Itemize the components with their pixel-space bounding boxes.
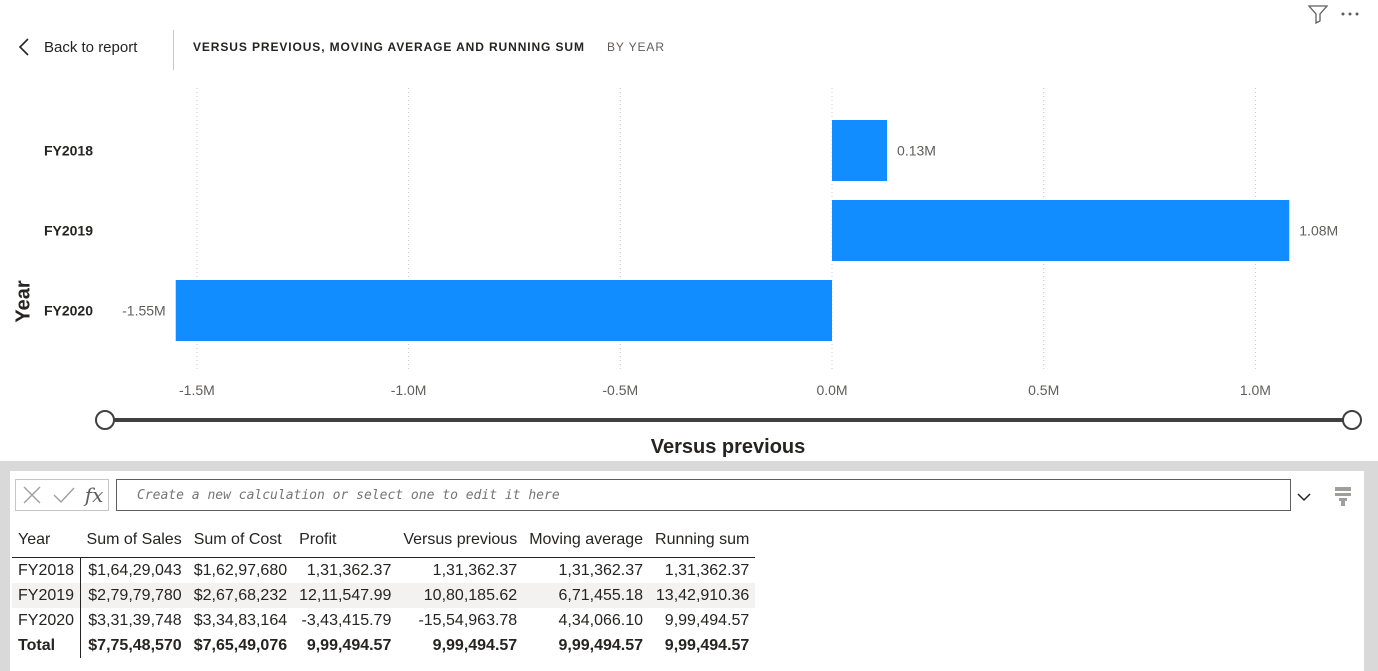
table-cell: 1,31,362.37 [558,561,644,579]
table-header-row: Year Sum of Sales Sum of Cost Profit Ver… [12,527,756,558]
page-subtitle: BY YEAR [607,40,665,54]
table-cell: 9,99,494.57 [664,611,750,629]
formula-buttons: fx [15,479,109,511]
table-row: FY2018 $1,64,29,043 $1,62,97,680 1,31,36… [12,557,755,583]
table-row: FY2020 $3,31,39,748 $3,34,83,164 -3,43,4… [12,608,755,633]
table-cell: $1,64,29,043 [88,561,182,579]
table-cell: 9,99,494.57 [432,636,518,654]
x-tick-label: 1.0M [1240,382,1271,398]
table-cell: $2,79,79,780 [88,586,182,604]
y-tick-label: FY2020 [44,303,93,319]
table-cell: 1,31,362.37 [432,561,518,579]
y-tick-label: FY2019 [44,223,93,239]
x-tick-label: 0.0M [816,382,847,398]
table-cell: 1,31,362.37 [306,561,392,579]
data-table: Year Sum of Sales Sum of Cost Profit Ver… [12,527,756,658]
table-total-row: Total $7,75,48,570 $7,65,49,076 9,99,494… [12,633,755,658]
calculation-panel-content: fx Year Sum of Sales Sum of Cost Profit … [10,471,1364,671]
table-cell: $3,31,39,748 [88,611,182,629]
table-cell: 10,80,185.62 [423,586,518,604]
column-header-profit[interactable]: Profit [299,531,337,548]
table-cell: $2,67,68,232 [193,586,288,604]
bar [175,280,833,341]
table-cell: -15,54,963.78 [418,611,518,629]
visual-header-icons [1308,4,1360,24]
y-axis-title: Year [12,280,35,323]
formula-expand-button[interactable] [1293,481,1315,513]
more-options-icon[interactable] [1340,4,1360,24]
chevron-down-icon [1297,493,1311,502]
column-header-versus-previous[interactable]: Versus previous [403,531,518,548]
column-header-sum-of-cost[interactable]: Sum of Cost [193,531,282,548]
column-header-sum-of-sales[interactable]: Sum of Sales [86,531,182,548]
table-cell: 6,71,455.18 [558,586,644,604]
table-cell: 4,34,066.10 [558,611,644,629]
close-icon[interactable] [21,484,43,506]
table-cell: 1,31,362.37 [664,561,750,579]
column-header-year[interactable]: Year [18,531,51,548]
table-cell: 9,99,494.57 [306,636,392,654]
bar-chart: -1.5M -1.0M -0.5M 0.0M 0.5M 1.0M FY2018 0.13M FY… [0,80,1378,460]
table-cell: 13,42,910.36 [655,586,750,604]
table-cell: $7,65,49,076 [193,636,288,654]
table-cell: Total [12,633,82,658]
header-divider [173,30,174,70]
chevron-left-icon [18,38,29,56]
header: Back to report VERSUS PREVIOUS, MOVING A… [0,0,1378,90]
x-tick-label: -1.0M [391,382,427,398]
data-label: 0.13M [897,143,936,159]
check-icon[interactable] [52,484,76,506]
bar [832,120,888,181]
page-title: VERSUS PREVIOUS, MOVING AVERAGE AND RUNN… [193,40,585,54]
back-label: Back to report [44,38,138,56]
table-cell: FY2019 [12,583,82,608]
data-label: -1.55M [122,303,166,319]
table-cell: -3,43,415.79 [301,611,392,629]
x-axis-title: Versus previous [650,436,806,458]
range-slider-handle-right[interactable] [1342,410,1362,430]
format-painter-icon[interactable] [1333,485,1353,507]
calculation-panel: fx Year Sum of Sales Sum of Cost Profit … [0,461,1378,671]
bar [832,200,1290,261]
back-to-report-button[interactable]: Back to report [18,34,137,60]
x-tick-label: -0.5M [602,382,638,398]
filter-icon[interactable] [1308,4,1328,24]
table-cell: $3,34,83,164 [193,611,288,629]
column-header-running-sum[interactable]: Running sum [655,531,750,548]
table-cell: $1,62,97,680 [193,561,288,579]
table-cell: $7,75,48,570 [88,636,182,654]
chart-canvas: -1.5M -1.0M -0.5M 0.0M 0.5M 1.0M FY2018 0.13M FY… [44,88,1362,430]
table-cell: 9,99,494.57 [664,636,750,654]
column-header-moving-average[interactable]: Moving average [529,531,644,548]
table-cell: FY2020 [12,608,82,633]
table-cell: 9,99,494.57 [558,636,644,654]
table-row: FY2019 $2,79,79,780 $2,67,68,232 12,11,5… [12,583,756,608]
formula-input[interactable] [116,479,1291,511]
table-cell: FY2018 [12,557,82,583]
y-tick-label: FY2018 [44,143,93,159]
x-tick-label: 0.5M [1028,382,1059,398]
range-slider-handle-left[interactable] [95,410,115,430]
fx-icon[interactable]: fx [84,483,104,507]
x-tick-label: -1.5M [179,382,215,398]
data-label: 1.08M [1299,223,1338,239]
table-cell: 12,11,547.99 [299,586,392,604]
